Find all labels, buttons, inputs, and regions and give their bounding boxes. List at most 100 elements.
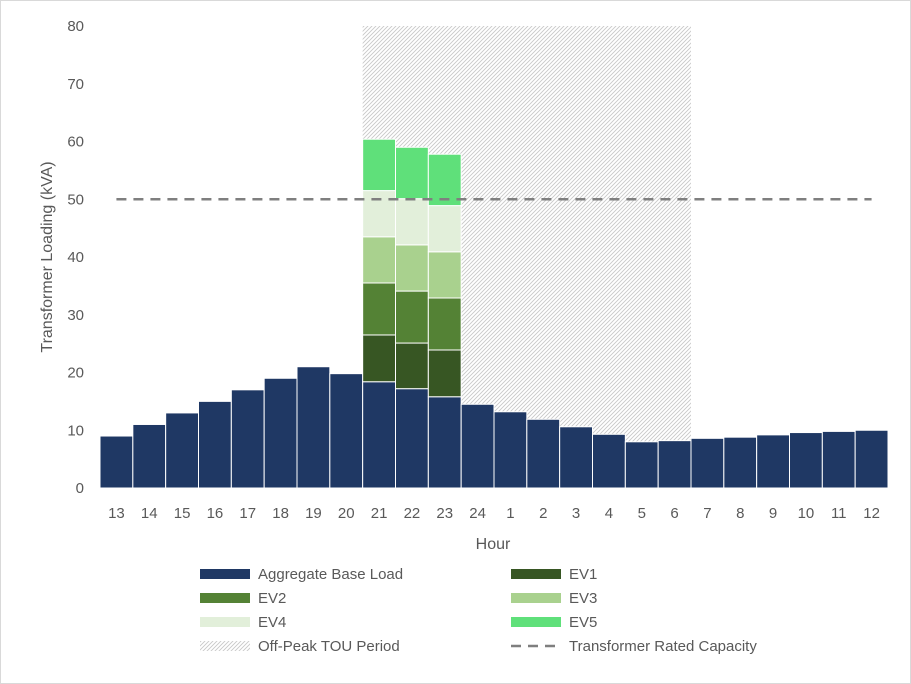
x-tick-label: 9 xyxy=(769,505,777,522)
bar-aggregate-base-load-10 xyxy=(789,432,823,489)
legend-swatch xyxy=(200,641,250,651)
legend-swatch xyxy=(511,569,561,579)
x-tick-label: 18 xyxy=(272,505,289,522)
bar-aggregate-base-load-24 xyxy=(460,403,495,489)
bar-aggregate-base-load-1 xyxy=(493,411,528,489)
bar-aggregate-base-load-4 xyxy=(592,433,626,489)
x-tick-label: 14 xyxy=(141,505,158,522)
x-tick-label: 15 xyxy=(174,505,191,522)
legend: Aggregate Base Load EV1 EV2 EV3 EV4 EV5 Off-Pe… xyxy=(200,566,757,655)
bars-layer xyxy=(99,138,889,489)
legend-label: EV1 xyxy=(569,566,597,583)
legend-label: Aggregate Base Load xyxy=(258,566,403,583)
x-tick-label: 1 xyxy=(506,505,514,522)
bar-aggregate-base-load-7 xyxy=(690,437,725,489)
legend-item-aggregate-base-load: Aggregate Base Load xyxy=(200,566,403,583)
bar-ev2-23 xyxy=(427,297,462,351)
bar-ev3-21 xyxy=(362,236,396,284)
bar-aggregate-base-load-21 xyxy=(362,381,396,489)
y-tick-label: 50 xyxy=(67,191,84,208)
legend-swatch xyxy=(511,593,561,603)
bar-ev4-22 xyxy=(395,198,429,246)
legend-label: Transformer Rated Capacity xyxy=(569,638,757,655)
bar-ev5-21 xyxy=(362,138,396,192)
bar-aggregate-base-load-23 xyxy=(427,396,462,489)
bar-ev3-22 xyxy=(395,244,429,292)
bar-aggregate-base-load-20 xyxy=(329,373,364,489)
x-tick-label: 11 xyxy=(831,505,847,522)
y-tick-label: 60 xyxy=(67,134,84,151)
x-tick-label: 8 xyxy=(736,505,744,522)
x-axis-title: Hour xyxy=(476,536,511,553)
y-tick-label: 70 xyxy=(67,76,84,93)
legend-label: EV3 xyxy=(569,590,597,607)
y-axis-ticks: 0 10 20 30 40 50 60 70 80 xyxy=(67,18,84,497)
bar-aggregate-base-load-2 xyxy=(526,418,561,489)
bar-ev1-23 xyxy=(427,349,462,398)
bar-ev2-21 xyxy=(362,282,396,336)
bar-aggregate-base-load-5 xyxy=(624,441,659,489)
y-tick-label: 20 xyxy=(67,365,84,382)
bar-aggregate-base-load-17 xyxy=(230,389,265,489)
bar-aggregate-base-load-3 xyxy=(559,426,594,489)
legend-label: EV2 xyxy=(258,590,286,607)
bar-aggregate-base-load-15 xyxy=(165,412,200,489)
bar-aggregate-base-load-12 xyxy=(854,429,889,489)
y-tick-label: 40 xyxy=(67,249,84,266)
bar-aggregate-base-load-18 xyxy=(263,377,298,489)
bar-ev4-21 xyxy=(362,190,396,238)
x-tick-label: 21 xyxy=(371,505,388,522)
bar-ev1-22 xyxy=(395,342,429,390)
legend-item-ev5: EV5 xyxy=(511,614,597,631)
y-axis-title: Transformer Loading (kVA) xyxy=(39,161,56,352)
x-tick-label: 7 xyxy=(703,505,711,522)
x-tick-label: 6 xyxy=(670,505,678,522)
legend-swatch xyxy=(511,617,561,627)
bar-aggregate-base-load-19 xyxy=(296,366,331,489)
bar-aggregate-base-load-14 xyxy=(132,423,167,489)
bar-ev5-23 xyxy=(427,153,462,207)
legend-swatch xyxy=(200,569,250,579)
y-tick-label: 80 xyxy=(67,18,84,35)
x-tick-label: 20 xyxy=(338,505,355,522)
bar-aggregate-base-load-8 xyxy=(723,436,758,489)
bar-aggregate-base-load-22 xyxy=(395,388,429,489)
legend-item-off-peak-tou-period: Off-Peak TOU Period xyxy=(200,638,400,655)
legend-swatch xyxy=(200,593,250,603)
x-tick-label: 5 xyxy=(638,505,646,522)
legend-item-ev2: EV2 xyxy=(200,590,286,607)
legend-label: Off-Peak TOU Period xyxy=(258,638,400,655)
bar-aggregate-base-load-9 xyxy=(756,434,791,489)
bar-ev2-22 xyxy=(395,290,429,344)
y-tick-label: 30 xyxy=(67,307,84,324)
x-tick-label: 12 xyxy=(863,505,880,522)
legend-item-ev1: EV1 xyxy=(511,566,597,583)
bar-aggregate-base-load-6 xyxy=(657,440,692,489)
x-tick-label: 13 xyxy=(108,505,125,522)
bar-ev3-23 xyxy=(427,251,462,299)
legend-label: EV4 xyxy=(258,614,286,631)
legend-item-ev3: EV3 xyxy=(511,590,597,607)
x-tick-label: 17 xyxy=(239,505,256,522)
legend-item-transformer-rated-capacity: Transformer Rated Capacity xyxy=(511,638,757,655)
x-tick-label: 2 xyxy=(539,505,547,522)
bar-ev1-21 xyxy=(362,334,396,383)
x-tick-label: 22 xyxy=(404,505,421,522)
legend-swatch xyxy=(200,617,250,627)
legend-label: EV5 xyxy=(569,614,597,631)
x-tick-label: 10 xyxy=(798,505,815,522)
bar-aggregate-base-load-16 xyxy=(198,400,232,489)
x-tick-label: 24 xyxy=(469,505,486,522)
y-tick-label: 0 xyxy=(76,480,84,497)
bar-aggregate-base-load-11 xyxy=(821,430,856,489)
bar-ev5-22 xyxy=(395,146,429,200)
legend-item-ev4: EV4 xyxy=(200,614,286,631)
x-tick-label: 19 xyxy=(305,505,322,522)
x-tick-label: 16 xyxy=(207,505,224,522)
x-tick-label: 4 xyxy=(605,505,613,522)
y-tick-label: 10 xyxy=(67,422,84,439)
x-tick-label: 3 xyxy=(572,505,580,522)
bar-ev4-23 xyxy=(427,205,462,253)
